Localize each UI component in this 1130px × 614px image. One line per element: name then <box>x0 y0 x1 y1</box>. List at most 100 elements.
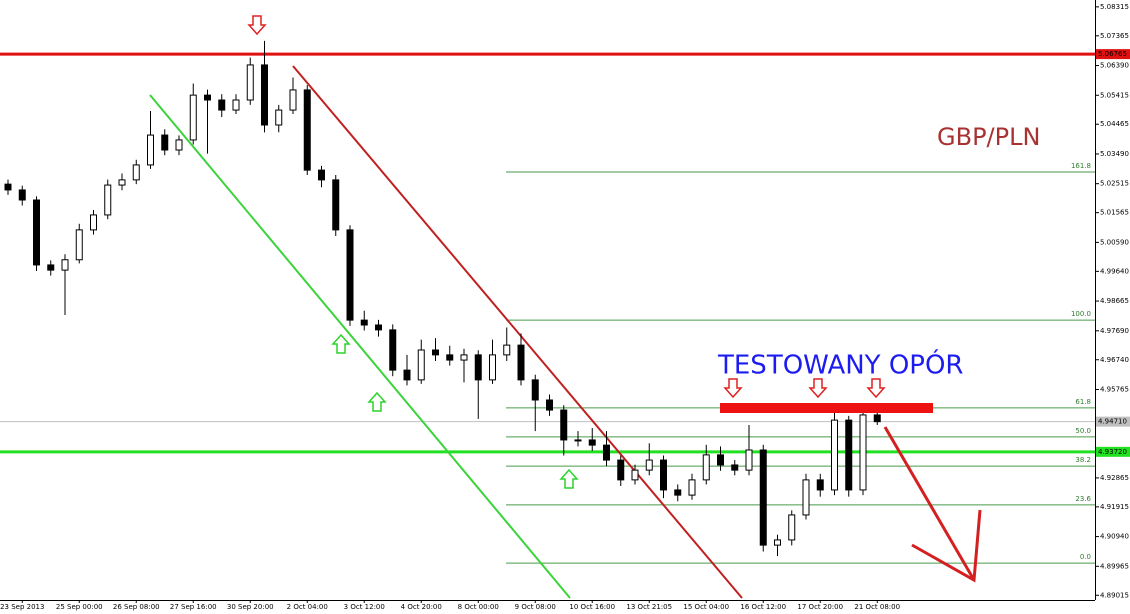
candle-body <box>745 449 753 471</box>
candle-body <box>531 379 539 401</box>
x-tick-label: 30 Sep 20:00 <box>227 603 274 611</box>
candle-body <box>645 459 653 471</box>
candle-body <box>161 134 169 151</box>
y-tick-label: 5.02515 <box>1100 180 1129 188</box>
fib-label: 23.6 <box>1075 495 1091 503</box>
candle-body <box>246 64 254 101</box>
x-tick-label: 15 Oct 04:00 <box>683 603 729 611</box>
candle-body <box>631 469 639 481</box>
candle-body <box>389 329 397 371</box>
candle-body <box>831 419 838 491</box>
x-tick-label: 13 Oct 21:05 <box>626 603 672 611</box>
y-tick-label: 5.04465 <box>1100 120 1129 128</box>
fib-label: 161.8 <box>1071 162 1091 170</box>
candle-body <box>588 439 596 446</box>
y-tick-label: 5.01565 <box>1100 209 1129 217</box>
y-tick-label: 5.08315 <box>1100 3 1129 11</box>
x-tick-label: 4 Oct 20:00 <box>401 603 442 611</box>
y-tick-label: 4.97690 <box>1100 327 1129 335</box>
candle-body <box>759 449 767 546</box>
fib-label: 61.8 <box>1075 398 1091 406</box>
candles <box>4 40 881 557</box>
x-tick-label: 21 Oct 08:00 <box>854 603 900 611</box>
candle-body <box>360 319 368 326</box>
candle-body <box>346 229 354 321</box>
x-tick-label: 25 Sep 00:00 <box>56 603 103 611</box>
down-arrow <box>808 378 828 399</box>
x-tick-label: 2 Oct 04:00 <box>287 603 328 611</box>
candle-body <box>403 369 411 381</box>
candle-body <box>873 414 881 423</box>
candle-body <box>546 399 553 411</box>
candle-body <box>232 99 240 111</box>
trend-line <box>149 94 571 599</box>
x-tick-label: 8 Oct 00:00 <box>458 603 499 611</box>
candle-body <box>774 539 781 546</box>
candle-body <box>118 179 126 186</box>
candle-body <box>503 344 511 356</box>
candle-body <box>61 259 69 271</box>
y-tick-label: 4.95765 <box>1100 385 1129 393</box>
trend-line <box>292 65 743 599</box>
candle-body <box>816 479 824 491</box>
candle-body <box>717 454 724 466</box>
up-arrow <box>367 391 387 412</box>
candle-body <box>674 489 682 496</box>
candle-body <box>603 444 610 461</box>
y-tick-label: 4.92865 <box>1100 474 1129 482</box>
candle-body <box>474 354 482 381</box>
candle-body <box>218 99 226 111</box>
candle-body <box>560 409 568 441</box>
candle-body <box>688 479 696 496</box>
down-arrow <box>247 15 267 36</box>
y-tick-label: 4.89965 <box>1100 562 1129 570</box>
up-arrow <box>559 468 579 489</box>
candle-body <box>318 169 325 181</box>
fib-label: 38.2 <box>1075 456 1091 464</box>
up-arrows <box>331 333 579 489</box>
candle-body <box>731 464 739 471</box>
candle-body <box>147 134 154 166</box>
fib-label: 0.0 <box>1080 553 1091 561</box>
y-tick-label: 4.99640 <box>1100 267 1129 275</box>
candle-body <box>90 214 97 231</box>
x-tick-label: 10 Oct 16:00 <box>569 603 615 611</box>
x-tick-label: 17 Oct 20:00 <box>797 603 843 611</box>
candle-body <box>18 189 26 201</box>
y-tick-label: 5.00590 <box>1100 238 1129 246</box>
candle-body <box>432 349 439 356</box>
candle-body <box>574 439 582 442</box>
price-label-box <box>1096 416 1130 427</box>
fib-label: 100.0 <box>1071 310 1091 318</box>
forecast-arrow <box>883 426 982 583</box>
candle-body <box>261 64 268 126</box>
x-tick-label: 27 Sep 16:00 <box>170 603 217 611</box>
candle-body <box>702 454 710 481</box>
down-arrow <box>723 378 743 399</box>
down-arrows <box>247 15 886 399</box>
y-tick-label: 4.90940 <box>1100 533 1129 541</box>
resistance-bar <box>720 403 933 413</box>
candle-body <box>75 229 83 261</box>
candle-body <box>132 164 140 181</box>
x-tick-label: 3 Oct 12:00 <box>344 603 385 611</box>
price-label: 4.94710 <box>1098 418 1127 426</box>
y-tick-label: 5.03490 <box>1100 150 1129 158</box>
candle-body <box>289 89 297 111</box>
price-label: 4.93720 <box>1098 448 1127 456</box>
candle-body <box>104 184 112 216</box>
candle-body <box>275 109 283 126</box>
x-tick-label: 26 Sep 08:00 <box>113 603 160 611</box>
candle-body <box>859 414 867 491</box>
candle-body <box>845 419 853 491</box>
y-tick-label: 5.07365 <box>1100 32 1129 40</box>
y-tick-label: 5.05415 <box>1100 91 1129 99</box>
x-tick-label: 23 Sep 2013 <box>0 603 44 611</box>
x-tick-label: 16 Oct 12:00 <box>740 603 786 611</box>
candle-body <box>47 264 55 271</box>
y-tick-label: 4.91915 <box>1100 503 1129 511</box>
candle-body <box>489 354 496 381</box>
fib-label: 50.0 <box>1075 427 1091 435</box>
candle-body <box>460 354 468 361</box>
candle-body <box>617 459 625 481</box>
